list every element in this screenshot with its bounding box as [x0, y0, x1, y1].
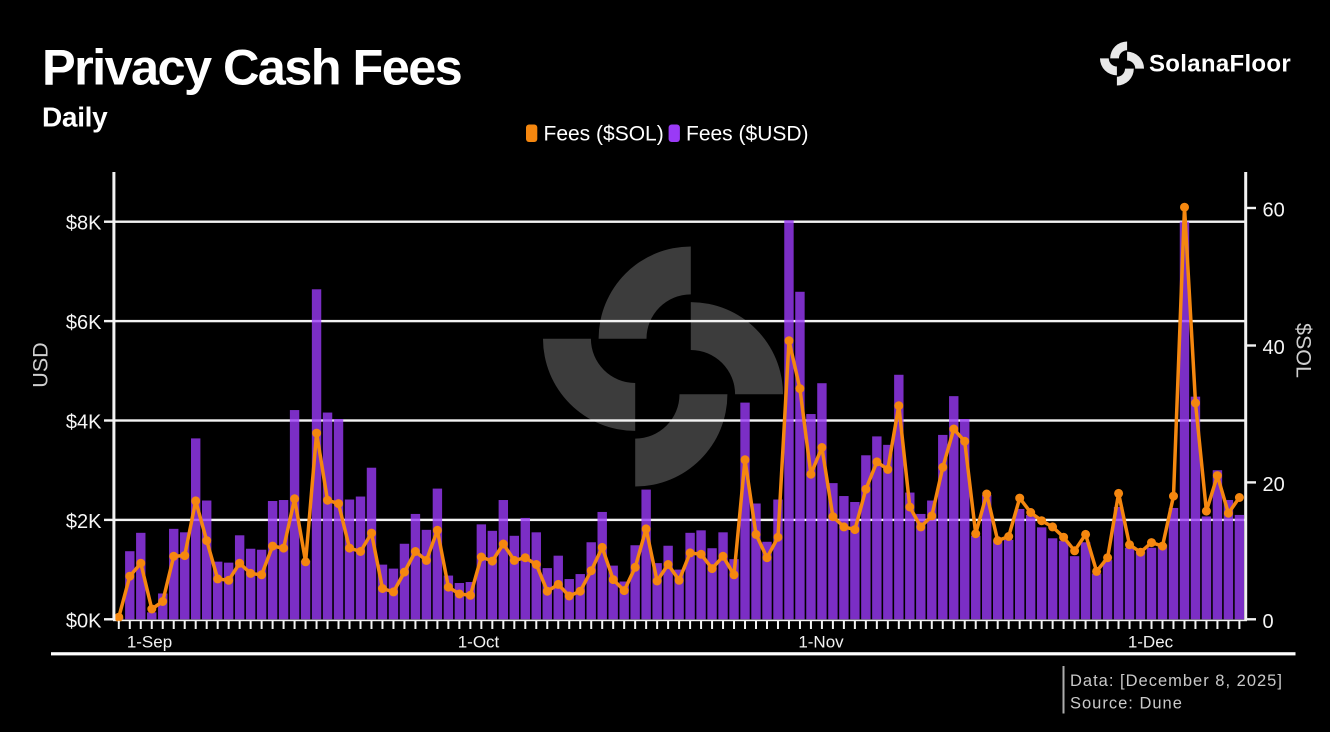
svg-text:$2K: $2K: [66, 511, 102, 533]
svg-text:Fees ($USD): Fees ($USD): [686, 123, 809, 146]
svg-text:1-Oct: 1-Oct: [458, 633, 500, 652]
svg-text:60: 60: [1263, 200, 1285, 222]
svg-text:Data: [December 8, 2025]: Data: [December 8, 2025]: [1070, 672, 1283, 690]
svg-text:SolanaFloor: SolanaFloor: [1149, 51, 1291, 78]
svg-text:Source: Dune: Source: Dune: [1070, 695, 1183, 713]
svg-text:1-Dec: 1-Dec: [1128, 633, 1174, 652]
svg-text:$SOL: $SOL: [1292, 323, 1316, 378]
svg-text:$4K: $4K: [66, 412, 102, 434]
svg-text:0: 0: [1263, 611, 1274, 633]
svg-text:20: 20: [1263, 474, 1285, 496]
svg-text:$8K: $8K: [66, 213, 102, 235]
svg-text:Daily: Daily: [42, 102, 108, 133]
svg-text:1-Sep: 1-Sep: [127, 633, 172, 652]
svg-text:Privacy Cash Fees: Privacy Cash Fees: [42, 39, 462, 96]
svg-text:1-Nov: 1-Nov: [798, 633, 844, 652]
svg-text:$0K: $0K: [66, 610, 102, 632]
svg-text:USD: USD: [29, 342, 53, 387]
svg-text:$6K: $6K: [66, 312, 102, 334]
svg-text:Fees ($SOL): Fees ($SOL): [544, 123, 664, 146]
svg-text:40: 40: [1263, 337, 1285, 359]
